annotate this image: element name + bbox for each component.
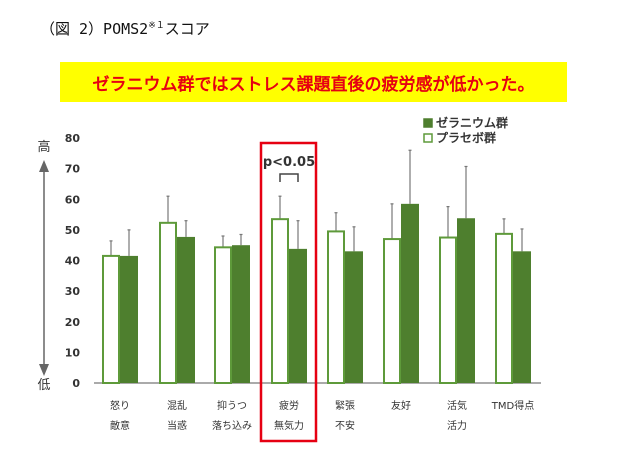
- category-label: 友好: [391, 399, 411, 412]
- summary-text: ゼラニウム群ではストレス課題直後の疲労感が低かった。: [92, 74, 535, 95]
- y-tick-label: 80: [65, 132, 81, 145]
- low-label: 低: [37, 378, 50, 393]
- bar-placebo: [159, 221, 177, 384]
- figure-title-text: （図 2）POMS2: [40, 20, 149, 38]
- category-label: 混乱: [167, 400, 187, 412]
- category-label: 敵意: [110, 419, 130, 432]
- bar-geranium: [513, 251, 531, 383]
- category-label: 不安: [335, 419, 355, 432]
- y-tick-label: 40: [65, 255, 81, 268]
- bar-geranium: [120, 255, 138, 383]
- figure-title-suffix: スコア: [164, 20, 210, 38]
- y-tick-label: 0: [72, 377, 80, 390]
- high-low-arrow: [39, 160, 49, 376]
- bar-geranium: [345, 251, 363, 383]
- bar-placebo: [439, 236, 457, 384]
- category-label: 活気: [447, 399, 467, 412]
- category-label: 緊張: [335, 400, 355, 412]
- bar-geranium: [457, 218, 475, 383]
- significance-label: p<0.05: [263, 155, 315, 170]
- legend-label: プラセボ群: [436, 130, 496, 145]
- category-label: TMD得点: [491, 400, 534, 412]
- category-label: 疲労: [279, 399, 299, 412]
- bar-geranium: [401, 203, 419, 383]
- significance-bracket: [279, 173, 299, 182]
- bar-placebo: [327, 230, 345, 384]
- bar-placebo: [214, 246, 232, 384]
- category-label: 無気力: [274, 419, 304, 432]
- bar-geranium: [177, 236, 195, 383]
- bar-placebo: [102, 254, 120, 384]
- bar-placebo: [495, 232, 513, 384]
- category-label: 当惑: [167, 419, 187, 432]
- high-label: 高: [37, 139, 50, 155]
- summary-banner: ゼラニウム群ではストレス課題直後の疲労感が低かった。: [60, 62, 567, 102]
- figure-title: （図 2）POMS2※１スコア: [40, 18, 210, 39]
- fatigue-highlight-box: [259, 141, 318, 443]
- y-tick-label: 20: [65, 316, 81, 329]
- footnote-mark: ※１: [148, 21, 165, 31]
- bar-geranium: [289, 248, 307, 383]
- y-tick-label: 30: [65, 285, 81, 298]
- bar-placebo: [383, 238, 401, 384]
- category-label: 怒り: [110, 399, 130, 412]
- legend-swatch: [423, 133, 433, 143]
- legend-label: ゼラニウム群: [436, 115, 508, 130]
- bar-geranium: [232, 245, 250, 383]
- legend-swatch: [423, 118, 433, 128]
- bar-placebo: [271, 218, 289, 384]
- category-label: 抑うつ: [217, 400, 247, 412]
- y-tick-label: 70: [65, 163, 81, 176]
- y-tick-label: 10: [65, 346, 81, 359]
- y-tick-label: 60: [65, 193, 81, 206]
- category-label: 活力: [447, 419, 467, 432]
- category-label: 落ち込み: [212, 420, 252, 432]
- y-tick-label: 50: [65, 224, 81, 237]
